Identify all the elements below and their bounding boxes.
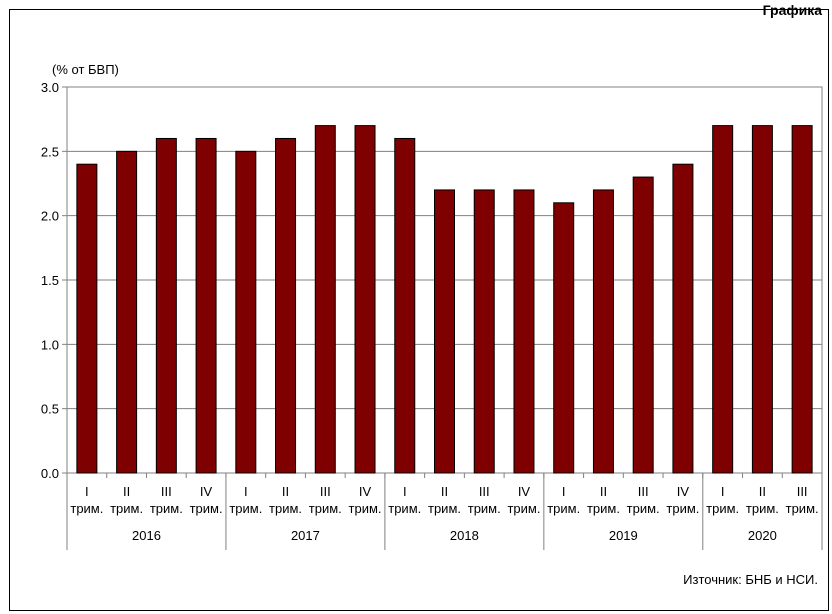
y-tick-label: 1.5 (41, 273, 59, 288)
x-tick-label-suffix: трим. (229, 501, 262, 516)
chart-frame: Графика 0.0 0.5 1.0 1.5 2.0 2.5 3.0 (% от БВП) I… (9, 2, 829, 611)
x-tick-label-suffix: трим. (587, 501, 620, 516)
bar (394, 137, 416, 474)
x-tick-label-quarter: III (797, 484, 808, 499)
x-tick-label-suffix: трим. (786, 501, 819, 516)
x-tick-label-suffix: трим. (269, 501, 302, 516)
x-tick-label-quarter: IV (518, 484, 531, 499)
bar (314, 125, 336, 474)
x-tick-label-suffix: трим. (349, 501, 382, 516)
x-tick-label-suffix: трим. (388, 501, 421, 516)
x-tick-label-quarter: IV (359, 484, 372, 499)
x-tick-label-suffix: трим. (468, 501, 501, 516)
bar (513, 189, 535, 474)
bar (712, 125, 734, 474)
x-tick-label-quarter: IV (200, 484, 213, 499)
x-tick-label-suffix: трим. (428, 501, 461, 516)
x-tick-label-quarter: II (282, 484, 289, 499)
x-tick-label-suffix: трим. (309, 501, 342, 516)
x-tick-label-suffix: трим. (547, 501, 580, 516)
x-tick-label-quarter: III (479, 484, 490, 499)
x-tick-label-quarter: I (85, 484, 89, 499)
x-tick-label-quarter: II (441, 484, 448, 499)
bar (632, 176, 654, 474)
bar (155, 137, 177, 474)
x-tick-label-quarter: III (320, 484, 331, 499)
bar (235, 150, 257, 474)
x-tick-label-quarter: I (403, 484, 407, 499)
y-tick-label: 0.5 (41, 402, 59, 417)
x-tick-label-quarter: IV (677, 484, 690, 499)
x-tick-label-quarter: II (123, 484, 130, 499)
x-tick-label-suffix: трим. (507, 501, 540, 516)
source-note: Източник: БНБ и НСИ. (683, 572, 818, 587)
y-tick-label: 0.0 (41, 466, 59, 481)
bar (751, 125, 773, 474)
x-tick-label-quarter: II (759, 484, 766, 499)
bar (791, 125, 813, 474)
y-tick-label: 3.0 (41, 80, 59, 95)
x-tick-label-quarter: I (244, 484, 248, 499)
x-tick-label-quarter: II (600, 484, 607, 499)
x-tick-label-suffix: трим. (706, 501, 739, 516)
bar (195, 137, 217, 474)
y-axis-label: (% от БВП) (52, 62, 119, 77)
x-tick-label-suffix: трим. (150, 501, 183, 516)
x-group-label: 2020 (748, 528, 777, 543)
bar (672, 163, 694, 474)
bar-chart: 0.00.51.01.52.02.53.0(% от БВП)Iтрим.IIт… (41, 62, 823, 550)
x-group-label: 2016 (132, 528, 161, 543)
x-tick-label-suffix: трим. (627, 501, 660, 516)
y-tick-label: 2.0 (41, 209, 59, 224)
bar (76, 163, 98, 474)
x-tick-label-suffix: трим. (70, 501, 103, 516)
bar (434, 189, 455, 474)
bar (592, 189, 614, 474)
x-tick-label-suffix: трим. (190, 501, 223, 516)
x-group-label: 2018 (450, 528, 479, 543)
x-tick-label-suffix: трим. (110, 501, 143, 516)
x-tick-label-suffix: трим. (666, 501, 699, 516)
bar (354, 125, 376, 474)
y-tick-label: 1.0 (41, 337, 59, 352)
x-group-label: 2017 (291, 528, 320, 543)
x-group-label: 2019 (609, 528, 638, 543)
x-tick-label-suffix: трим. (746, 501, 779, 516)
y-tick-label: 2.5 (41, 144, 59, 159)
x-tick-label-quarter: III (161, 484, 172, 499)
x-tick-label-quarter: I (721, 484, 725, 499)
x-tick-label-quarter: III (638, 484, 649, 499)
bar (553, 202, 575, 474)
chart-header-label: Графика (762, 2, 822, 18)
bar (275, 137, 297, 474)
bar (473, 189, 495, 474)
bar (116, 150, 138, 474)
x-tick-label-quarter: I (562, 484, 566, 499)
